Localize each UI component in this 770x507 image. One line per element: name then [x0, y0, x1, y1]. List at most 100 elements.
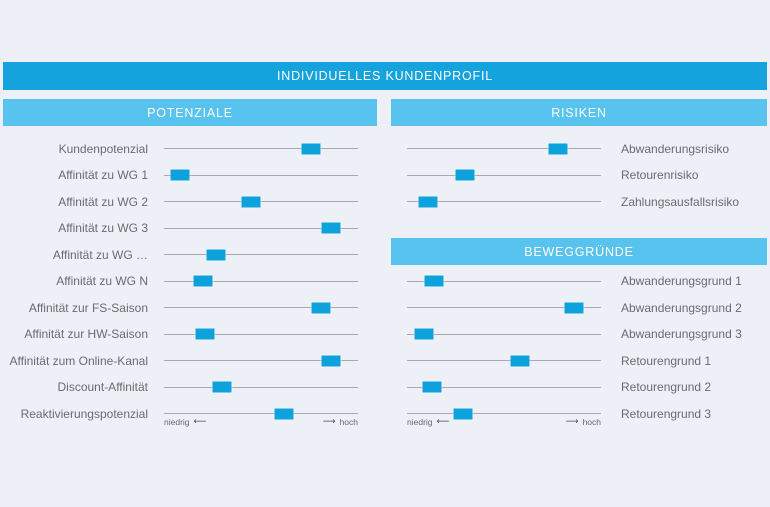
profile-row: Abwanderungsgrund 3	[407, 321, 767, 348]
profile-row: Retourenrisiko	[407, 162, 767, 189]
row-label: Retourengrund 2	[621, 380, 712, 395]
slider-marker[interactable]	[321, 355, 341, 367]
scale-low-label: niedrig	[164, 417, 190, 428]
slider-track	[407, 275, 601, 287]
profile-row: Retourengrund 1	[407, 348, 767, 375]
scale-high-label: hoch	[582, 417, 601, 428]
profile-row: Abwanderungsrisiko	[407, 136, 767, 163]
row-label: Affinität zu WG 3	[58, 221, 148, 236]
row-label: Zahlungsausfallsrisiko	[621, 194, 740, 209]
slider-track	[407, 328, 601, 340]
slider-track	[164, 222, 358, 234]
slider-marker[interactable]	[422, 381, 442, 393]
row-label: Abwanderungsgrund 1	[621, 274, 742, 289]
slider-track	[407, 302, 601, 314]
panel-potenziale-rows: Kundenpotenzial Affinität zu WG 1 Affinitä…	[0, 136, 380, 428]
panel-header-risiken: RISIKEN	[391, 99, 767, 126]
row-label: Kundenpotenzial	[58, 141, 148, 156]
panel-beweggruende-rows: Abwanderungsgrund 1 Abwanderungsgrund 2 Ab…	[407, 268, 767, 427]
row-label: Affinität zur HW-Saison	[24, 327, 148, 342]
profile-row: Abwanderungsgrund 2	[407, 295, 767, 322]
slider-marker[interactable]	[424, 275, 444, 287]
profile-row: Retourengrund 3	[407, 401, 767, 428]
arrow-left-icon: ⟵	[193, 417, 207, 427]
slider-track	[164, 302, 358, 314]
profile-row: Affinität zum Online-Kanal	[0, 348, 380, 375]
scale-high: ⟶ hoch	[323, 418, 358, 427]
profile-row: Affinität zu WG 2	[0, 189, 380, 216]
row-label: Abwanderungsgrund 2	[621, 300, 742, 315]
slider-marker[interactable]	[418, 196, 438, 208]
row-label: Affinität zu WG …	[52, 247, 148, 262]
row-label: Abwanderungsrisiko	[621, 141, 730, 156]
slider-marker[interactable]	[241, 196, 261, 208]
profile-row: Affinität zu WG 3	[0, 215, 380, 242]
profile-row: Affinität zu WG 1	[0, 162, 380, 189]
page-title: INDIVIDUELLES KUNDENPROFIL	[3, 62, 767, 90]
slider-track	[407, 169, 601, 181]
profile-row: Affinität zu WG N	[0, 268, 380, 295]
slider-track	[407, 196, 601, 208]
arrow-right-icon: ⟶	[322, 417, 336, 427]
slider-track	[407, 355, 601, 367]
slider-marker[interactable]	[564, 302, 584, 314]
profile-row: Affinität zur HW-Saison	[0, 321, 380, 348]
slider-marker[interactable]	[548, 143, 568, 155]
profile-row: Affinität zu WG …	[0, 242, 380, 269]
scale-legend-left: niedrig ⟵ ⟶ hoch	[164, 416, 358, 429]
row-label: Discount-Affinität	[57, 380, 149, 395]
slider-marker[interactable]	[510, 355, 530, 367]
slider-marker[interactable]	[453, 408, 473, 420]
profile-row: Zahlungsausfallsrisiko	[407, 189, 767, 216]
profile-row: Discount-Affinität	[0, 374, 380, 401]
slider-marker[interactable]	[212, 381, 232, 393]
slider-marker[interactable]	[193, 275, 213, 287]
slider-track	[164, 196, 358, 208]
scale-low-label: niedrig	[407, 417, 433, 428]
slider-track	[164, 143, 358, 155]
row-label: Retourengrund 1	[621, 353, 712, 368]
slider-marker[interactable]	[455, 169, 475, 181]
scale-legend-right: niedrig ⟵ ⟶ hoch	[407, 416, 601, 429]
row-label: Affinität zur FS-Saison	[28, 300, 148, 315]
arrow-left-icon: ⟵	[436, 417, 450, 427]
slider-marker[interactable]	[170, 169, 190, 181]
profile-row: Retourengrund 2	[407, 374, 767, 401]
profile-row: Kundenpotenzial	[0, 136, 380, 163]
slider-track	[164, 249, 358, 261]
panel-risiken-rows: Abwanderungsrisiko Retourenrisiko Zahlungs…	[407, 136, 767, 216]
row-label: Retourenrisiko	[621, 168, 699, 183]
slider-track	[164, 355, 358, 367]
slider-marker[interactable]	[311, 302, 331, 314]
row-label: Affinität zum Online-Kanal	[9, 353, 148, 368]
row-label: Abwanderungsgrund 3	[621, 327, 742, 342]
slider-track	[164, 328, 358, 340]
slider-marker[interactable]	[301, 143, 321, 155]
slider-marker[interactable]	[274, 408, 294, 420]
slider-track	[407, 408, 601, 420]
row-label: Retourengrund 3	[621, 406, 712, 421]
slider-track	[407, 381, 601, 393]
slider-track	[164, 275, 358, 287]
arrow-right-icon: ⟶	[565, 417, 579, 427]
slider-track	[164, 381, 358, 393]
slider-track	[407, 143, 601, 155]
slider-marker[interactable]	[195, 328, 215, 340]
panel-header-potenziale: POTENZIALE	[3, 99, 377, 126]
panel-header-beweggruende: BEWEGGRÜNDE	[391, 238, 767, 265]
row-label: Affinität zu WG 2	[58, 194, 148, 209]
profile-row: Affinität zur FS-Saison	[0, 295, 380, 322]
row-label: Affinität zu WG 1	[58, 168, 148, 183]
scale-high: ⟶ hoch	[566, 418, 601, 427]
slider-marker[interactable]	[206, 249, 226, 261]
scale-high-label: hoch	[339, 417, 358, 428]
slider-marker[interactable]	[321, 222, 341, 234]
scale-low: niedrig ⟵	[164, 418, 206, 427]
slider-track	[164, 408, 358, 420]
slider-marker[interactable]	[414, 328, 434, 340]
row-label: Reaktivierungspotenzial	[20, 406, 148, 421]
profile-row: Abwanderungsgrund 1	[407, 268, 767, 295]
slider-track	[164, 169, 358, 181]
scale-low: niedrig ⟵	[407, 418, 449, 427]
